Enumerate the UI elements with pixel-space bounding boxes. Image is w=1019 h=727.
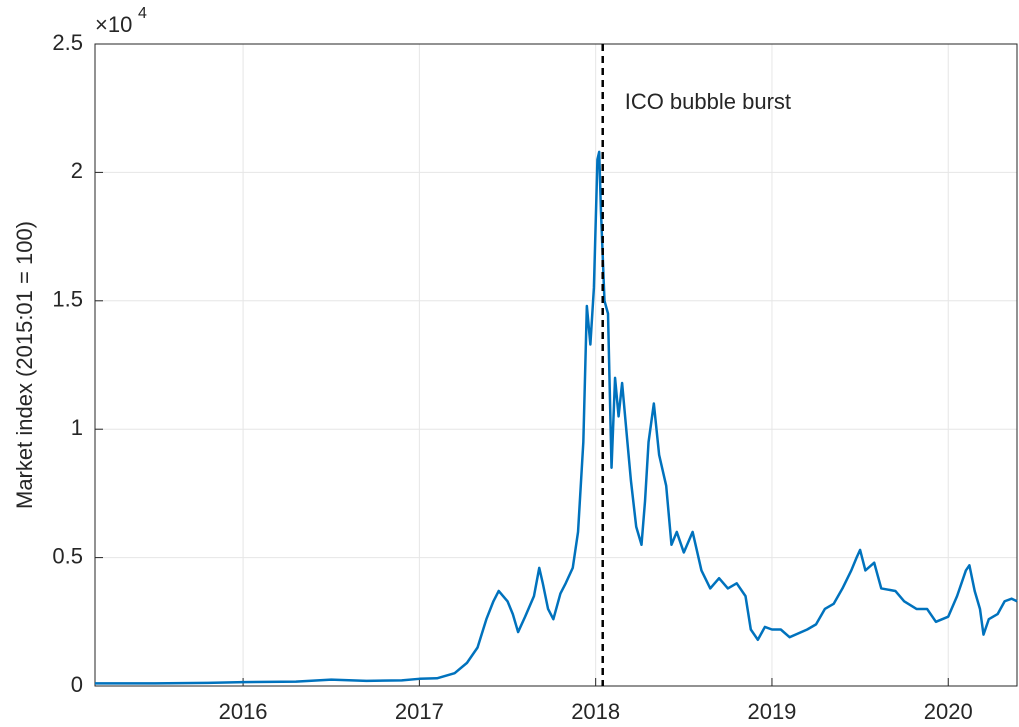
y-multiplier-exponent: 4 [138, 5, 147, 22]
x-tick-label: 2018 [571, 699, 620, 724]
x-tick-label: 2020 [924, 699, 973, 724]
y-multiplier-base: ×10 [95, 12, 132, 37]
y-tick-label: 0 [71, 672, 83, 697]
y-tick-label: 0.5 [52, 543, 83, 568]
plot-frame [94, 43, 1018, 687]
x-tick-label: 2016 [219, 699, 268, 724]
y-tick-label: 1 [71, 415, 83, 440]
y-tick-label: 1.5 [52, 287, 83, 312]
x-tick-label: 2017 [395, 699, 444, 724]
x-tick-label: 2019 [747, 699, 796, 724]
data-line [95, 150, 1018, 685]
y-tick-label: 2.5 [52, 30, 83, 55]
event-label: ICO bubble burst [625, 89, 791, 114]
y-axis-label: Market index (2015:01 = 100) [12, 221, 37, 509]
y-tick-label: 2 [71, 158, 83, 183]
